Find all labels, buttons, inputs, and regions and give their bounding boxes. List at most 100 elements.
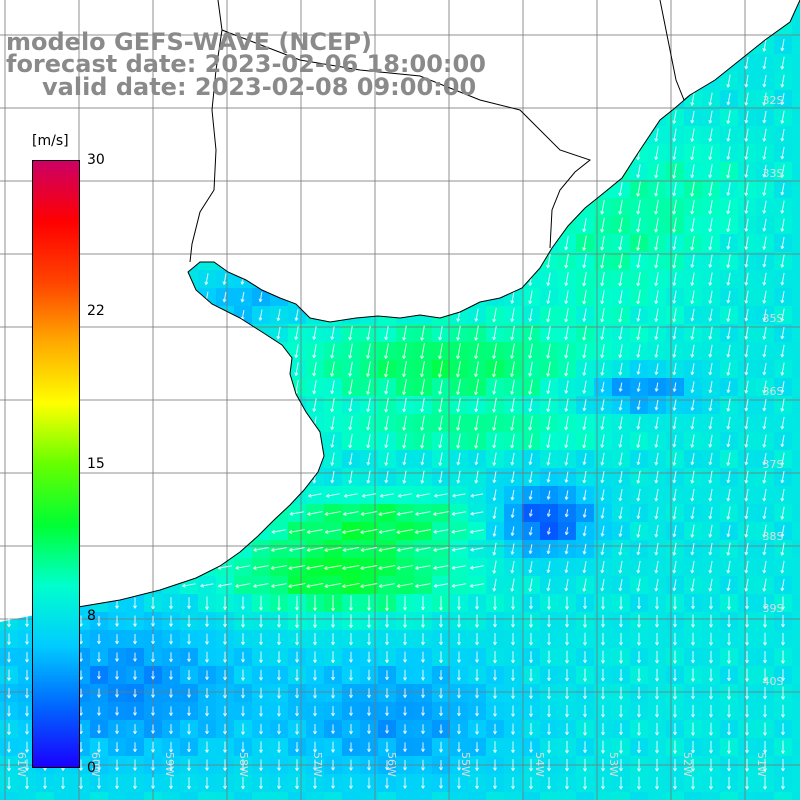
wind-arrow [456,308,461,322]
wind-arrow [582,525,587,537]
wind-arrow [312,380,317,395]
wind-arrow [618,452,623,466]
wind-arrow [744,344,749,358]
wind-arrow [528,398,533,412]
wind-arrow [271,547,287,552]
wind-arrow [79,777,83,790]
wind-arrow [312,361,317,377]
wind-arrow [745,632,749,646]
wind-arrow [708,272,713,286]
wind-arrow [187,615,191,628]
wind-arrow [253,547,269,552]
wind-arrow [691,668,695,682]
wind-arrow [378,511,396,516]
wind-arrow [690,254,695,268]
wind-arrow [709,740,713,754]
wind-arrow [295,723,299,735]
wind-arrow [762,308,767,322]
wind-arrow [690,434,695,448]
wind-arrow [726,128,731,142]
wind-arrow [25,723,29,735]
wind-arrow [493,633,497,646]
wind-arrow [781,632,785,646]
wind-arrow [672,308,677,323]
wind-arrow [601,740,605,754]
wind-arrow [115,742,119,753]
wind-arrow [324,547,342,552]
wind-arrow [654,217,659,233]
wind-arrow [655,704,659,718]
wind-arrow [456,325,461,341]
wind-arrow [420,415,425,431]
wind-arrow [492,542,497,556]
wind-arrow [762,38,767,52]
wind-arrow [744,272,749,286]
wind-arrow [636,434,641,448]
wind-arrow [745,596,749,610]
wind-arrow [726,163,731,179]
wind-arrow [744,254,749,268]
wind-arrow [582,380,587,394]
wind-arrow [367,777,371,789]
wind-arrow [187,742,191,753]
wind-arrow [601,723,605,736]
wind-arrow [708,578,713,592]
wind-arrow [493,669,497,681]
wind-arrow [636,164,641,178]
wind-arrow [396,511,413,516]
wind-arrow [457,759,461,771]
wind-arrow [456,343,461,360]
wind-arrow [726,146,731,160]
wind-arrow [241,759,245,772]
wind-arrow [397,547,413,552]
wind-arrow [709,704,713,718]
wind-arrow [636,289,641,305]
wind-arrow [469,529,484,534]
wind-arrow [672,506,677,520]
wind-arrow [528,453,533,466]
wind-arrow [564,272,569,287]
wind-arrow [636,543,641,556]
wind-arrow [133,777,137,789]
wind-arrow [7,776,11,790]
wind-arrow [583,705,587,718]
wind-arrow [529,668,533,682]
wind-arrow [457,742,461,753]
wind-arrow [492,507,497,520]
wind-arrow [528,361,533,377]
wind-arrow [348,434,353,449]
wind-arrow [636,524,641,538]
wind-arrow [330,416,335,431]
wind-arrow [493,723,497,735]
wind-arrow [420,433,425,449]
wind-arrow [289,547,305,552]
wind-arrow [277,669,281,681]
wind-arrow [439,777,443,789]
wind-arrow [744,74,749,88]
wind-arrow [708,452,713,466]
wind-arrow [744,524,749,538]
wind-arrow [618,235,623,251]
wind-arrow [762,290,767,304]
wind-arrow [420,379,425,396]
wind-arrow [421,724,425,735]
wind-arrow [780,128,785,142]
wind-arrow [402,470,407,484]
wind-arrow [115,688,119,698]
wind-arrow [510,308,515,323]
wind-arrow [582,453,587,466]
wind-arrow [97,634,101,645]
wind-arrow [182,583,196,588]
wind-arrow [115,615,119,627]
wind-arrow [222,291,227,303]
wind-arrow [187,777,191,790]
wind-arrow [366,379,371,395]
wind-arrow [708,470,713,484]
wind-arrow [763,650,767,664]
wind-arrow [672,253,677,269]
wind-arrow [673,776,677,790]
wind-arrow [133,652,137,662]
wind-arrow [762,110,767,124]
wind-arrow [241,633,245,645]
wind-arrow [241,651,245,663]
